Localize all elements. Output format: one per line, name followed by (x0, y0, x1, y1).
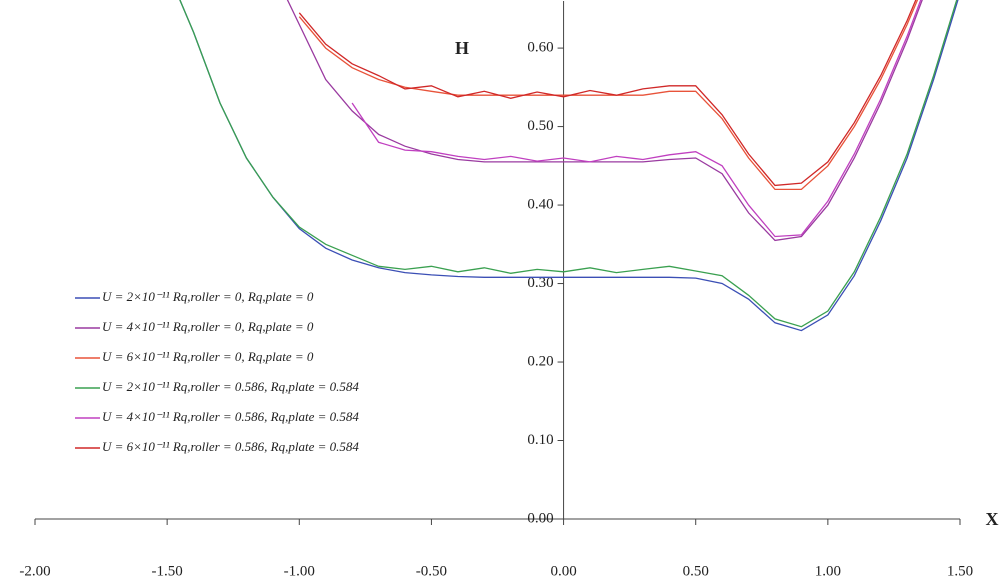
x-tick-label: -2.00 (19, 563, 50, 579)
x-tick-label: 0.50 (683, 563, 709, 579)
x-tick-label: -0.50 (416, 563, 447, 579)
y-tick-label: 0.40 (527, 196, 553, 212)
y-axis-title: H (455, 38, 469, 58)
legend-label: U = 2×10⁻¹¹ Rq,roller = 0.586, Rq,plate … (102, 379, 359, 394)
legend-label: U = 2×10⁻¹¹ Rq,roller = 0, Rq,plate = 0 (102, 289, 314, 304)
data-line (298, 0, 917, 187)
legend-label: U = 4×10⁻¹¹ Rq,roller = 0, Rq,plate = 0 (102, 319, 314, 334)
data-line (179, 0, 958, 328)
x-tick-label: -1.50 (152, 563, 183, 579)
x-tick-label: 0.00 (550, 563, 576, 579)
y-tick-label: 0.50 (527, 118, 553, 134)
x-tick-label: -1.00 (284, 563, 315, 579)
y-tick-label: 0.30 (527, 275, 553, 291)
x-tick-label: 1.00 (815, 563, 841, 579)
legend-label: U = 4×10⁻¹¹ Rq,roller = 0.586, Rq,plate … (102, 409, 359, 424)
x-axis-title: X (986, 509, 999, 529)
data-line (351, 0, 922, 238)
y-tick-label: 0.20 (527, 353, 553, 369)
legend-label: U = 6×10⁻¹¹ Rq,roller = 0, Rq,plate = 0 (102, 349, 314, 364)
y-tick-label: 0.60 (527, 40, 553, 56)
y-tick-label: 0.00 (527, 510, 553, 526)
y-tick-label: 0.10 (527, 432, 553, 448)
legend-label: U = 6×10⁻¹¹ Rq,roller = 0.586, Rq,plate … (102, 439, 359, 454)
data-line (179, 0, 959, 332)
x-tick-label: 1.50 (947, 563, 973, 579)
data-line (286, 0, 923, 242)
